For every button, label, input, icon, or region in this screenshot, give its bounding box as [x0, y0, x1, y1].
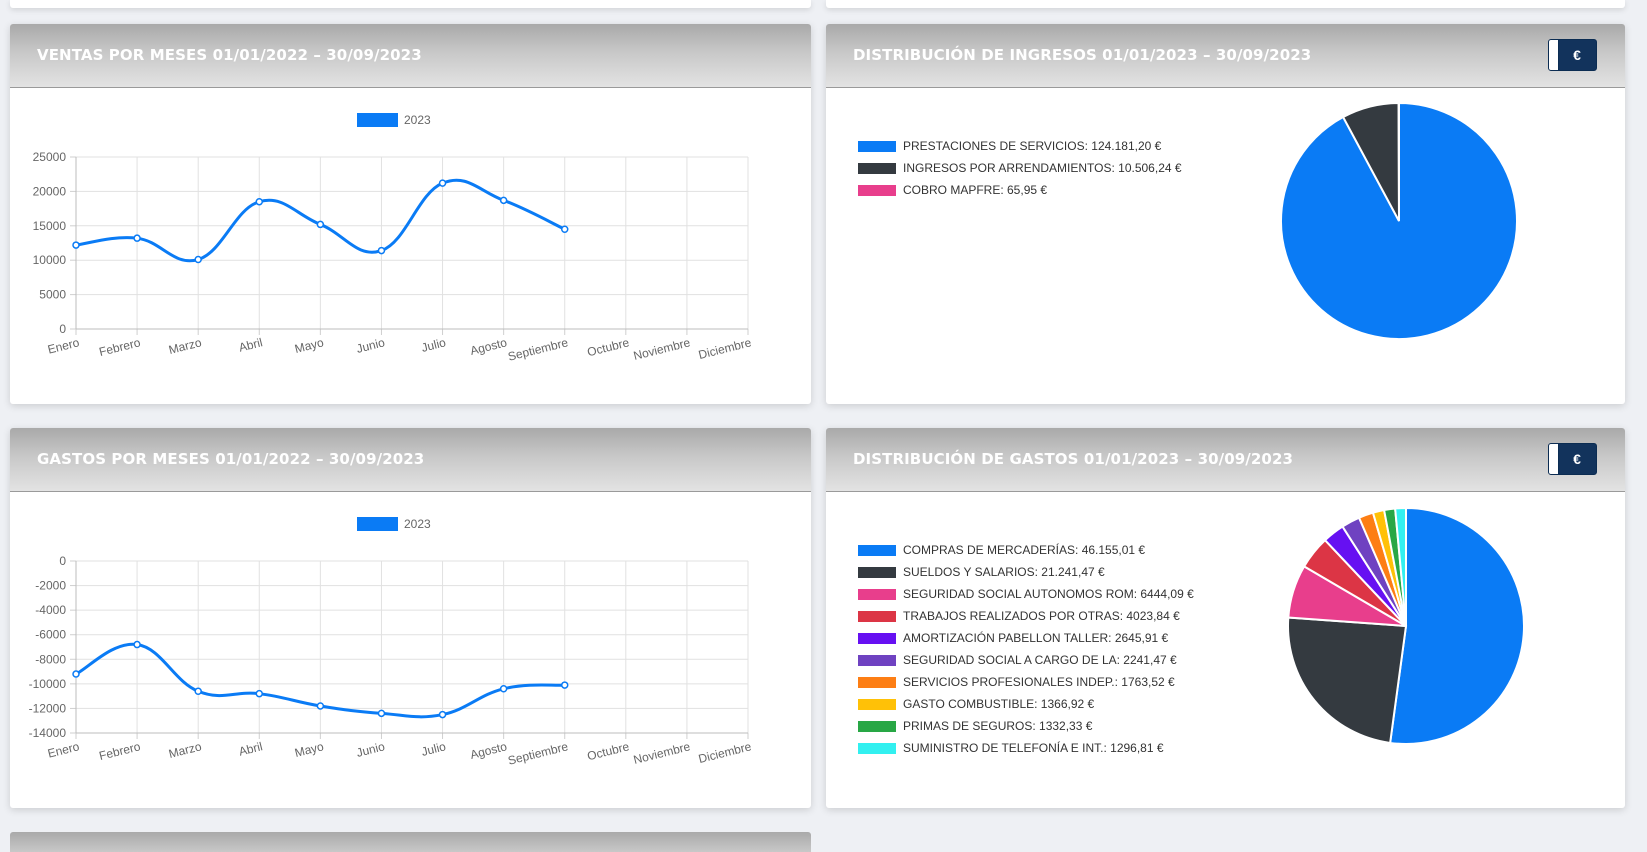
card-title: GASTOS POR MESES 01/01/2022 – 30/09/2023: [37, 450, 424, 468]
data-point: [562, 226, 568, 232]
legend-swatch: [357, 113, 398, 127]
x-tick-label: Abril: [237, 739, 264, 758]
data-point: [256, 691, 262, 697]
gastos-card: GASTOS POR MESES 01/01/2022 – 30/09/2023…: [10, 428, 811, 808]
y-tick-label: -2000: [35, 579, 66, 593]
y-tick-label: 15000: [33, 219, 67, 233]
data-point: [501, 686, 507, 692]
x-tick-label: Octubre: [586, 335, 631, 359]
data-point: [195, 257, 201, 263]
x-tick-label: Noviembre: [632, 739, 692, 767]
data-point: [562, 682, 568, 688]
y-tick-label: -14000: [29, 726, 67, 740]
x-tick-label: Abril: [237, 335, 264, 354]
y-tick-label: 5000: [39, 288, 66, 302]
x-tick-label: Julio: [420, 739, 448, 759]
x-tick-label: Septiembre: [507, 739, 570, 768]
pie-slice: [1390, 508, 1524, 744]
data-point: [440, 180, 446, 186]
y-tick-label: -4000: [35, 603, 66, 617]
data-point: [440, 712, 446, 718]
x-tick-label: Agosto: [469, 739, 509, 762]
ingresos-card: DISTRIBUCIÓN DE INGRESOS 01/01/2023 – 30…: [826, 24, 1625, 404]
x-tick-label: Noviembre: [632, 335, 692, 363]
data-point: [134, 642, 140, 648]
x-tick-label: Diciembre: [697, 335, 753, 362]
x-tick-label: Mayo: [293, 739, 325, 760]
gastos-dist-pie-chart: [826, 428, 1625, 808]
x-tick-label: Marzo: [167, 739, 203, 761]
ingresos-pie-chart: [826, 24, 1625, 404]
pie-slice: [1288, 618, 1406, 743]
x-tick-label: Octubre: [586, 739, 631, 763]
x-tick-label: Febrero: [98, 739, 142, 763]
y-tick-label: 20000: [33, 184, 67, 198]
data-point: [378, 710, 384, 716]
y-tick-label: 25000: [33, 150, 67, 164]
data-point: [501, 197, 507, 203]
y-tick-label: 10000: [33, 253, 67, 267]
x-tick-label: Febrero: [98, 335, 142, 359]
y-tick-label: 0: [59, 322, 66, 336]
y-tick-label: -8000: [35, 652, 66, 666]
y-tick-label: 0: [59, 554, 66, 568]
card-title: VENTAS POR MESES 01/01/2022 – 30/09/2023: [37, 46, 422, 64]
gastos-dist-card: DISTRIBUCIÓN DE GASTOS 01/01/2023 – 30/0…: [826, 428, 1625, 808]
x-tick-label: Junio: [355, 335, 387, 356]
x-tick-label: Septiembre: [507, 335, 570, 364]
data-point: [317, 221, 323, 227]
x-tick-label: Julio: [420, 335, 448, 355]
y-tick-label: -10000: [29, 677, 67, 691]
data-point: [134, 235, 140, 241]
gastos-line-chart: 2023 0 -2000 -4000 -6000 -8000 -10000 -12000 -14…: [10, 491, 811, 808]
legend-swatch: [357, 517, 398, 531]
data-point: [73, 671, 79, 677]
data-point: [73, 242, 79, 248]
x-tick-label: Enero: [46, 739, 81, 760]
x-tick-label: Agosto: [469, 335, 509, 358]
data-point: [256, 199, 262, 205]
data-point: [195, 688, 201, 694]
card-header: GASTOS POR MESES 01/01/2022 – 30/09/2023: [10, 428, 811, 492]
ventas-line-chart: 2023 0 5000 10000 15000 20000 25000 Enero Febrer…: [10, 87, 811, 404]
x-tick-label: Junio: [355, 739, 387, 760]
next-card-header: [10, 832, 811, 852]
x-tick-label: Enero: [46, 335, 81, 356]
y-tick-label: -12000: [29, 701, 67, 715]
x-tick-label: Marzo: [167, 335, 203, 357]
previous-card-edge: [10, 0, 811, 8]
legend-label: 2023: [404, 113, 431, 127]
legend-label: 2023: [404, 517, 431, 531]
data-point: [317, 703, 323, 709]
x-tick-label: Diciembre: [697, 739, 753, 766]
ventas-card: VENTAS POR MESES 01/01/2022 – 30/09/2023…: [10, 24, 811, 404]
data-point: [378, 248, 384, 254]
previous-card-edge: [826, 0, 1625, 8]
y-tick-label: -6000: [35, 628, 66, 642]
card-header: VENTAS POR MESES 01/01/2022 – 30/09/2023: [10, 24, 811, 88]
x-tick-label: Mayo: [293, 335, 325, 356]
